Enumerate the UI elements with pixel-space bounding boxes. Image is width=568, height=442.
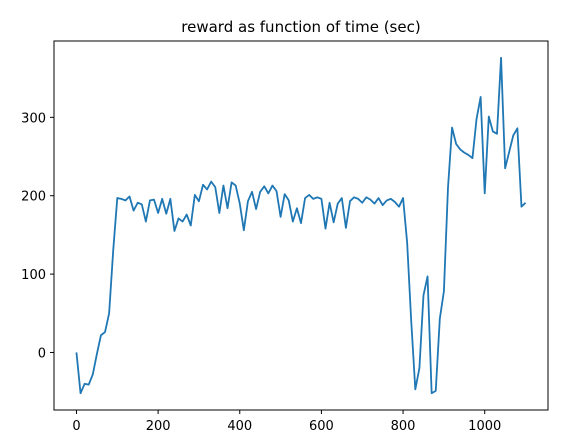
x-tick-label: 600: [309, 419, 334, 434]
y-tick-label: 300: [21, 111, 46, 126]
plot-frame: [53, 40, 549, 411]
x-tick-label: 0: [72, 419, 80, 434]
y-tick-label: 200: [21, 190, 46, 205]
chart-title: reward as function of time (sec): [181, 18, 420, 36]
x-tick-label: 800: [391, 419, 416, 434]
x-tick-label: 200: [146, 419, 171, 434]
y-tick-label: 100: [21, 268, 46, 283]
line: [75, 56, 527, 395]
x-tick-label: 1000: [468, 419, 501, 434]
x-tick-label: 400: [227, 419, 252, 434]
y-tick-label: 0: [38, 346, 46, 361]
